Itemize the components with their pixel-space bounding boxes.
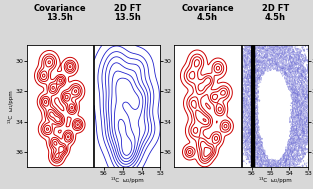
Text: Covariance
4.5h: Covariance 4.5h [181,4,234,22]
X-axis label: ¹³C  ω₂/ppm: ¹³C ω₂/ppm [259,177,292,183]
Y-axis label: ¹³C  ω₁/ppm: ¹³C ω₁/ppm [8,90,14,123]
X-axis label: ¹³C  ω₂/ppm: ¹³C ω₂/ppm [111,177,144,183]
Text: 2D FT
4.5h: 2D FT 4.5h [262,4,289,22]
Text: 2D FT
13.5h: 2D FT 13.5h [114,4,141,22]
Text: Covariance
13.5h: Covariance 13.5h [33,4,86,22]
